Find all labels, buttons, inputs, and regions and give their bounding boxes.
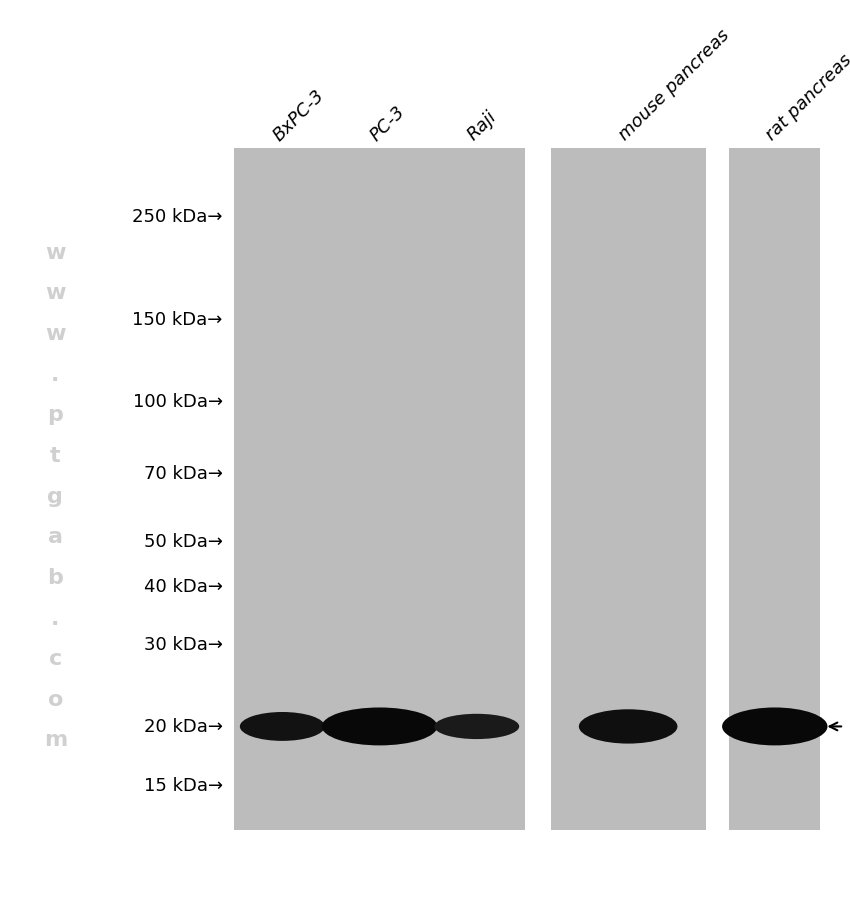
Text: 20 kDa→: 20 kDa→ [144,718,223,736]
Text: 70 kDa→: 70 kDa→ [144,465,223,483]
Text: 15 kDa→: 15 kDa→ [144,776,223,794]
Text: PC-3: PC-3 [367,102,409,144]
Text: t: t [50,446,60,465]
Bar [234,149,525,830]
Text: g: g [48,486,63,506]
Text: 250 kDa→: 250 kDa→ [133,207,223,226]
Text: 50 kDa→: 50 kDa→ [144,533,223,550]
Text: Raji: Raji [464,108,501,144]
Text: mouse pancreas: mouse pancreas [615,27,734,144]
Text: 30 kDa→: 30 kDa→ [144,636,223,654]
Bar [551,149,706,830]
Text: m: m [43,730,67,750]
Text: o: o [48,689,63,709]
Ellipse shape [579,710,677,744]
Text: BxPC-3: BxPC-3 [269,86,328,144]
Text: a: a [48,527,63,547]
Text: 100 kDa→: 100 kDa→ [133,392,223,410]
Text: 150 kDa→: 150 kDa→ [133,311,223,329]
Text: .: . [51,364,60,384]
Text: w: w [45,324,65,344]
Text: .: . [51,608,60,628]
Bar [729,149,820,830]
Text: 40 kDa→: 40 kDa→ [144,577,223,595]
Text: rat pancreas: rat pancreas [762,51,850,144]
Ellipse shape [722,708,827,746]
Text: c: c [48,649,62,668]
Ellipse shape [434,714,519,740]
Text: b: b [48,567,63,587]
Ellipse shape [240,713,325,741]
Text: w: w [45,243,65,262]
Ellipse shape [321,708,437,746]
Text: p: p [48,405,63,425]
Text: w: w [45,283,65,303]
